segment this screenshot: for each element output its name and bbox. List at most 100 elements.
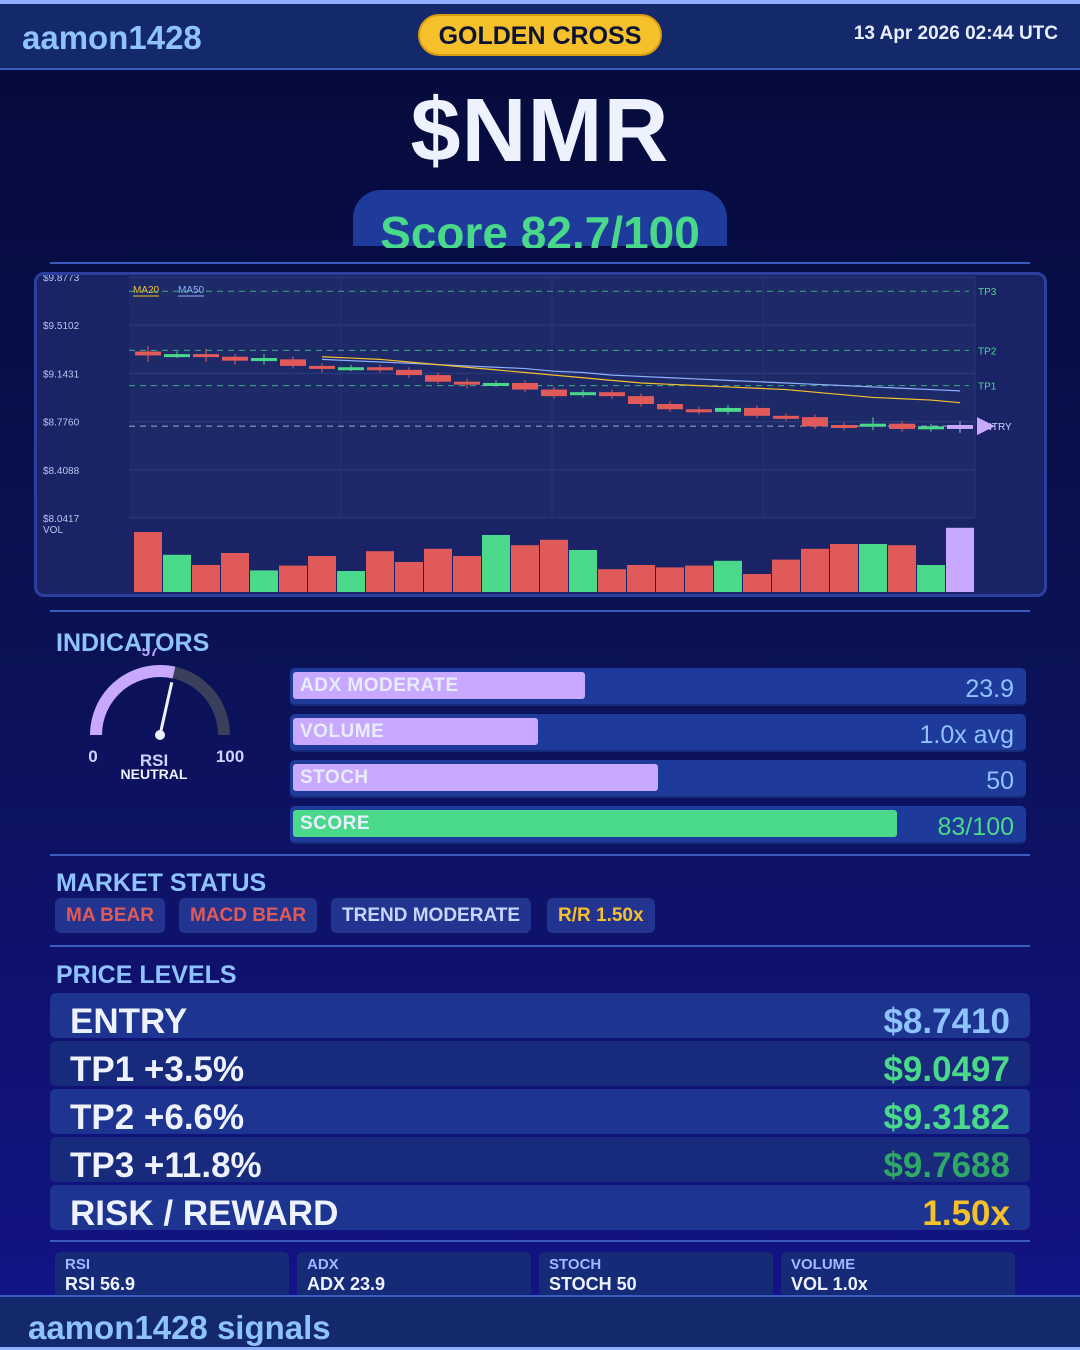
candle-body [338, 367, 364, 371]
price-level-value: $9.0497 [883, 1050, 1010, 1089]
status-tag-macd: MACD BEAR [179, 898, 318, 933]
candle-body [802, 417, 828, 427]
volume-bar [830, 544, 858, 592]
indicator-bar-stoch: STOCH 50 [290, 760, 1026, 798]
volume-bar [540, 539, 568, 592]
volume-bar [366, 551, 394, 592]
y-tick-label: $8.0417 [43, 514, 80, 525]
candle-body [367, 367, 393, 371]
stat-value: STOCH 50 [549, 1274, 637, 1294]
bottom-accent-line [0, 1347, 1080, 1350]
rsi-min-label: 0 [88, 747, 97, 766]
indicator-bar-volume: VOLUME 1.0x avg [290, 714, 1026, 752]
volume-bar [685, 565, 713, 592]
divider [50, 262, 1030, 264]
stat-box-volume: VOLUME VOL 1.0x [781, 1252, 1015, 1296]
candle-body [657, 403, 683, 410]
timestamp: 13 Apr 2026 02:44 UTC [853, 23, 1058, 44]
top-accent-line [0, 0, 1080, 4]
volume-bar [656, 567, 684, 592]
candle-body [947, 425, 973, 429]
indicator-bar-label: VOLUME [300, 721, 385, 742]
volume-bar [453, 556, 481, 592]
volume-bar [743, 574, 771, 592]
volume-bar [714, 560, 742, 592]
candle-body [135, 351, 161, 356]
candle-body [744, 407, 770, 416]
rsi-state: NEUTRAL [121, 766, 188, 782]
indicator-bar-adx: ADX MODERATE 23.9 [290, 668, 1026, 706]
indicator-bar-value: 50 [986, 767, 1014, 795]
candle-body [251, 358, 277, 362]
candle-body [570, 392, 596, 396]
footer-label: aamon1428 signals [28, 1309, 331, 1346]
volume-bar [279, 565, 307, 592]
volume-bar [511, 545, 539, 592]
volume-label: VOL [43, 525, 63, 536]
price-chart: $9.8773 $9.5102 $9.1431 $8.7760 $8.4088 $8.04… [34, 272, 1047, 597]
indicator-bar-fill [293, 764, 658, 791]
price-level-row: RISK / REWARD 1.50x [50, 1185, 1030, 1233]
candle-body [309, 365, 335, 369]
candle-body [918, 426, 944, 430]
stat-title: RSI [65, 1256, 91, 1273]
volume-bar [424, 548, 452, 592]
header-bar: aamon1428 GOLDEN CROSS 13 Apr 2026 02:44… [0, 4, 1080, 70]
status-tag-trend: TREND MODERATE [331, 898, 532, 933]
y-tick-label: $9.5102 [43, 321, 80, 332]
indicator-bar-label: ADX MODERATE [300, 675, 459, 696]
stat-box-rsi: RSI RSI 56.9 [55, 1252, 289, 1296]
score-label: Score 82.7/100 [380, 207, 700, 248]
gauge-fill [90, 665, 176, 736]
level-label-tp1: TP1 [978, 382, 997, 393]
volume-bar [569, 550, 597, 592]
rsi-max-label: 100 [216, 747, 244, 766]
price-level-label: TP2 +6.6% [70, 1098, 245, 1137]
rsi-gauge: 57 0 100 RSI NEUTRAL [70, 648, 260, 788]
candle-body [831, 425, 857, 429]
candle-body [454, 381, 480, 385]
y-tick-label: $8.4088 [43, 466, 80, 477]
indicator-bar-value: 83/100 [937, 813, 1014, 841]
price-level-value: 1.50x [922, 1194, 1010, 1233]
candle-body [599, 392, 625, 397]
stat-title: ADX [307, 1256, 339, 1273]
legend-entry: MA50 [178, 285, 205, 296]
price-level-label: TP3 +11.8% [70, 1146, 262, 1185]
volume-bar [772, 559, 800, 592]
stat-title: VOLUME [791, 1256, 856, 1273]
rsi-value-label: 57 [142, 648, 159, 660]
volume-bar [134, 532, 162, 592]
divider [50, 610, 1030, 612]
indicators-title: INDICATORS [56, 629, 210, 657]
candle-body [628, 396, 654, 404]
gauge-track [90, 665, 230, 736]
volume-bar [192, 565, 220, 592]
score-pill [353, 190, 727, 246]
volume-bar [946, 527, 974, 592]
volume-bar [163, 554, 191, 592]
volume-bar [598, 569, 626, 592]
stat-value: RSI 56.9 [65, 1274, 136, 1294]
candle-body [860, 423, 886, 427]
entry-arrow-icon [977, 417, 995, 436]
price-level-value: $8.7410 [883, 1002, 1010, 1041]
price-levels-title: PRICE LEVELS [56, 961, 237, 989]
candlestick-chart: $9.8773 $9.5102 $9.1431 $8.7760 $8.4088 $8.04… [43, 275, 1012, 592]
level-label-entry: ENTRY [978, 422, 1012, 433]
footer-bar: aamon1428 signals [0, 1295, 1080, 1350]
volume-bar [627, 565, 655, 592]
volume-bar [888, 545, 916, 592]
candle-body [222, 356, 248, 361]
legend-entry: MA20 [133, 285, 160, 296]
volume-bar [337, 571, 365, 592]
indicator-bar-label: SCORE [300, 813, 371, 834]
y-tick-label: $9.8773 [43, 275, 80, 284]
candle-body [483, 382, 509, 386]
volume-bar [917, 565, 945, 592]
stat-title: STOCH [549, 1256, 602, 1273]
market-status-title: MARKET STATUS [56, 869, 267, 897]
price-level-row: TP2 +6.6% $9.3182 [50, 1089, 1030, 1137]
indicator-bar-fill [293, 672, 585, 699]
